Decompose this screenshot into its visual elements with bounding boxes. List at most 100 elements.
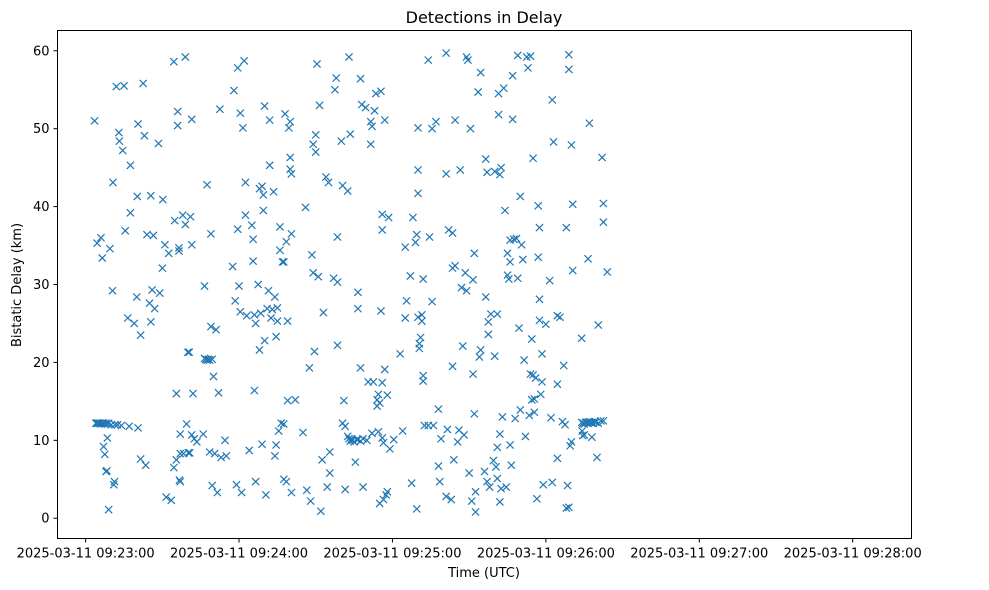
- data-point: [376, 306, 385, 316]
- data-point: [378, 225, 387, 234]
- y-tick-label: 40: [33, 200, 50, 215]
- data-point: [366, 140, 375, 149]
- data-point: [286, 165, 295, 174]
- data-point: [561, 420, 570, 429]
- data-point: [99, 442, 108, 451]
- data-point: [587, 433, 596, 442]
- data-point: [343, 432, 352, 441]
- data-point: [220, 436, 230, 445]
- data-point: [369, 377, 378, 386]
- data-point: [188, 389, 198, 398]
- data-point: [260, 336, 269, 345]
- data-point: [287, 488, 296, 497]
- data-point: [310, 347, 319, 356]
- data-point: [325, 447, 334, 457]
- data-point: [599, 199, 608, 208]
- data-point: [356, 74, 365, 83]
- data-point: [125, 422, 134, 431]
- data-point: [321, 172, 330, 182]
- data-point: [599, 416, 608, 425]
- data-point: [154, 139, 163, 148]
- data-point: [169, 57, 178, 66]
- data-point: [133, 192, 142, 201]
- data-point: [281, 109, 290, 118]
- data-point: [534, 201, 543, 210]
- data-point: [378, 378, 387, 387]
- data-point: [233, 63, 242, 72]
- y-axis-label: Bistatic Delay (km): [10, 223, 25, 347]
- data-point: [591, 418, 600, 427]
- data-point: [272, 440, 281, 450]
- data-point: [205, 447, 214, 457]
- data-point: [353, 304, 362, 313]
- data-point: [217, 453, 226, 462]
- data-point: [273, 303, 282, 312]
- data-point: [306, 497, 315, 506]
- x-tick-label: 2025-03-11 09:23:00: [17, 547, 155, 562]
- data-point: [490, 167, 499, 176]
- data-point: [233, 225, 242, 234]
- data-point: [497, 484, 506, 493]
- data-point: [249, 235, 258, 244]
- data-point: [261, 490, 270, 499]
- data-point: [500, 206, 509, 215]
- data-point: [553, 454, 562, 463]
- data-point: [499, 84, 508, 93]
- data-point: [200, 282, 209, 291]
- data-point: [379, 495, 388, 504]
- data-point: [158, 264, 167, 273]
- data-point: [559, 361, 568, 370]
- data-point: [553, 380, 562, 389]
- data-point: [236, 307, 245, 316]
- data-point: [530, 408, 539, 417]
- data-point: [442, 169, 451, 178]
- data-point: [413, 123, 423, 132]
- data-point: [413, 165, 423, 174]
- data-point: [332, 74, 341, 83]
- data-point: [307, 250, 316, 259]
- data-point: [174, 243, 183, 252]
- data-point: [250, 386, 259, 395]
- data-point: [259, 190, 268, 199]
- data-point: [258, 182, 267, 191]
- data-point: [485, 483, 494, 492]
- data-point: [481, 292, 490, 301]
- data-point: [416, 333, 425, 342]
- data-point: [100, 450, 109, 459]
- data-point: [546, 413, 556, 422]
- data-point: [264, 286, 273, 295]
- data-point: [309, 140, 318, 149]
- data-point: [96, 233, 105, 242]
- data-point: [577, 334, 586, 343]
- data-point: [596, 416, 605, 425]
- data-point: [415, 339, 424, 348]
- data-point: [164, 249, 173, 258]
- data-point: [443, 425, 452, 434]
- data-point: [585, 119, 594, 128]
- data-point: [413, 189, 423, 198]
- data-point: [379, 438, 388, 447]
- data-point: [184, 448, 193, 457]
- data-point: [353, 288, 362, 297]
- data-point: [178, 211, 187, 220]
- data-point: [502, 483, 511, 492]
- data-point: [531, 373, 540, 383]
- data-point: [516, 405, 525, 414]
- data-point: [258, 440, 267, 449]
- data-point: [240, 56, 249, 65]
- data-point: [584, 254, 593, 263]
- data-point: [532, 494, 541, 503]
- data-point: [512, 234, 521, 243]
- data-point: [548, 478, 557, 487]
- data-point: [314, 272, 323, 281]
- data-point: [412, 230, 421, 239]
- data-point: [592, 453, 602, 462]
- data-point: [291, 395, 300, 404]
- data-point: [172, 455, 181, 464]
- data-point: [417, 310, 426, 319]
- data-point: [140, 131, 149, 140]
- data-point: [333, 278, 342, 287]
- data-point: [251, 477, 260, 486]
- data-point: [148, 285, 157, 294]
- data-point: [109, 480, 118, 489]
